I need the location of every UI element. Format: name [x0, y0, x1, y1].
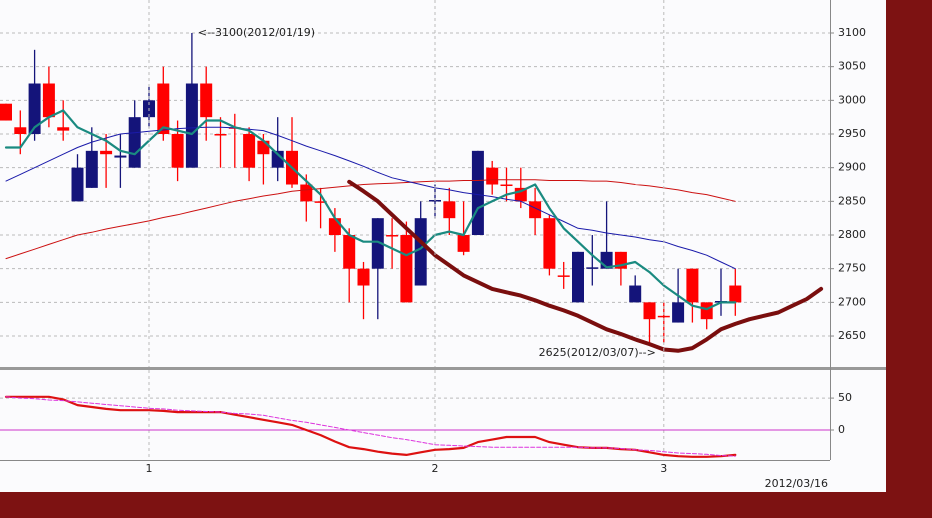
y-tick-label: 2850 — [838, 194, 866, 207]
candle-body — [85, 150, 98, 188]
y-tick-label: 3000 — [838, 93, 866, 106]
candle-body — [157, 83, 170, 135]
candle-body — [114, 155, 127, 158]
candle-body — [543, 218, 556, 269]
candle-body — [343, 235, 356, 269]
candle-body — [200, 83, 213, 118]
candle-body — [14, 127, 27, 135]
candle-body — [686, 268, 699, 303]
candle-body — [328, 218, 341, 236]
candle-body — [529, 201, 542, 219]
candle-body — [629, 285, 642, 303]
candle-body — [672, 302, 685, 323]
candle-body — [729, 285, 742, 303]
candle-body — [586, 267, 599, 269]
candle-body — [57, 127, 70, 131]
x-end-label: 2012/03/16 — [765, 477, 828, 490]
y-tick-label: 2800 — [838, 228, 866, 241]
candle-body — [314, 201, 327, 203]
line-series — [5, 396, 736, 457]
candle-body — [371, 218, 384, 269]
y-tick-label: 2650 — [838, 329, 866, 342]
chart-background — [0, 0, 886, 492]
line-series — [5, 126, 736, 270]
candle-body — [257, 140, 270, 155]
candle-body — [0, 103, 12, 121]
x-tick-label: 3 — [660, 462, 667, 475]
candle-body — [271, 150, 284, 168]
candle-body — [457, 235, 470, 252]
candle-body — [42, 83, 55, 118]
candle-body — [500, 184, 513, 187]
candle-body — [357, 268, 370, 286]
candle-body — [185, 83, 198, 168]
y-tick-label: 50 — [838, 391, 852, 404]
candle-body — [572, 251, 584, 303]
candle-body — [414, 218, 427, 286]
y-tick-label: 3100 — [838, 26, 866, 39]
y-tick-label: 2900 — [838, 161, 866, 174]
y-tick-label: 0 — [838, 423, 845, 436]
annotation: 2625(2012/03/07)--> — [539, 346, 656, 359]
candle-body — [643, 302, 656, 320]
line-series — [4, 109, 737, 311]
x-tick-label: 1 — [146, 462, 153, 475]
line-series — [5, 179, 736, 260]
candle-body — [486, 167, 499, 185]
y-tick-label: 2950 — [838, 127, 866, 140]
candle-body — [657, 315, 670, 318]
candle-body — [243, 134, 256, 168]
candle-body — [300, 184, 313, 202]
candle-body — [28, 83, 41, 135]
candle-body — [214, 134, 227, 136]
y-tick-label: 2700 — [838, 295, 866, 308]
candle-body — [100, 150, 113, 155]
x-tick-label: 2 — [432, 462, 439, 475]
candle-body — [128, 117, 141, 168]
candle-body — [400, 235, 413, 303]
candle-body — [386, 235, 399, 237]
line-series — [4, 395, 737, 458]
candle-body — [700, 302, 713, 320]
candle-body — [443, 201, 456, 219]
candle-body — [171, 134, 184, 168]
candle-body — [557, 275, 570, 277]
candle-body — [71, 167, 84, 202]
candle-body — [471, 150, 484, 236]
y-tick-label: 2750 — [838, 262, 866, 275]
line-series — [347, 179, 824, 353]
y-tick-label: 3050 — [838, 60, 866, 73]
annotation: <--3100(2012/01/19) — [198, 26, 315, 39]
